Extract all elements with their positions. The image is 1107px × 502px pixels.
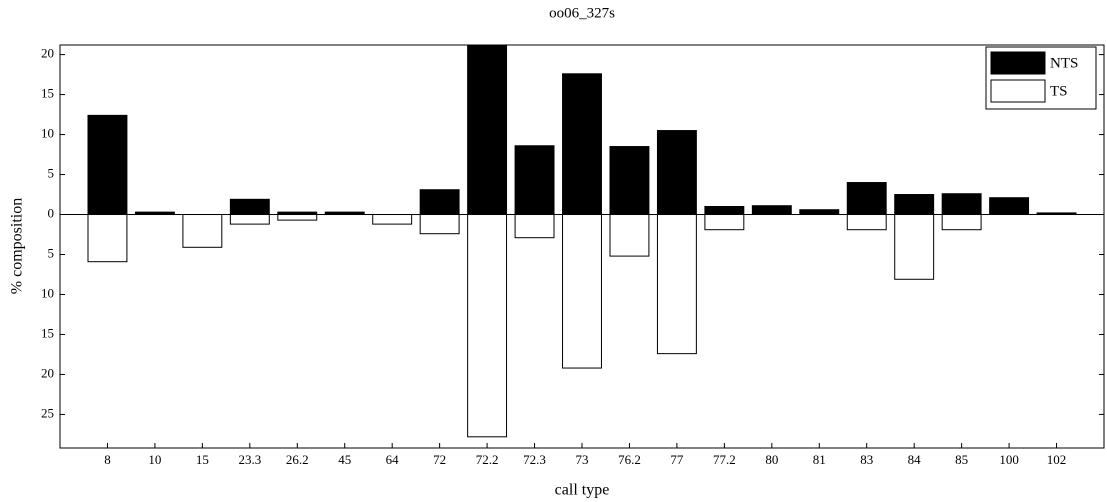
x-tick-label: 73 [576, 452, 589, 467]
bar [656, 214, 697, 355]
y-tick-label: 25 [41, 405, 54, 420]
y-tick-label: 10 [41, 285, 54, 300]
y-tick-label: 15 [41, 86, 54, 101]
bar [846, 182, 887, 216]
bar [372, 214, 413, 225]
y-tick-label: 15 [41, 325, 54, 340]
bar [514, 145, 555, 216]
y-tick-label: 0 [48, 206, 55, 221]
bar [277, 214, 318, 221]
y-axis-label: % composition [9, 198, 26, 294]
x-tick-label: 15 [196, 452, 209, 467]
x-tick-label: 23.3 [238, 452, 261, 467]
bar [229, 214, 270, 225]
legend-label: TS [1050, 83, 1068, 99]
y-tick-label: 10 [41, 126, 54, 141]
legend-swatch [990, 51, 1046, 75]
bar [704, 206, 745, 216]
bar [609, 214, 650, 257]
x-tick-label: 83 [860, 452, 873, 467]
x-axis-label: call type [555, 482, 610, 499]
x-tick-label: 64 [386, 452, 400, 467]
bar [467, 45, 508, 216]
y-tick-label: 20 [41, 365, 54, 380]
y-tick-label: 5 [48, 245, 55, 260]
bar [514, 214, 555, 239]
bar [894, 194, 935, 216]
y-tick-label: 5 [48, 166, 55, 181]
bar [704, 214, 745, 231]
bar [656, 130, 697, 216]
x-tick-label: 85 [955, 452, 968, 467]
x-tick-label: 72.3 [523, 452, 546, 467]
bar [467, 214, 508, 438]
x-tick-label: 77.2 [713, 452, 736, 467]
bar [846, 214, 887, 231]
bar [419, 189, 460, 216]
x-tick-label: 8 [104, 452, 111, 467]
chart-title: oo06_327s [549, 5, 615, 21]
bar [894, 214, 935, 280]
bar [609, 146, 650, 216]
x-tick-label: 72.2 [476, 452, 499, 467]
bar [562, 73, 602, 216]
bar [87, 214, 128, 263]
x-tick-label: 76.2 [618, 452, 641, 467]
legend-label: NTS [1050, 55, 1078, 71]
x-tick-label: 102 [1047, 452, 1067, 467]
x-tick-label: 72 [433, 452, 446, 467]
bar [562, 214, 602, 369]
x-tick-label: 77 [670, 452, 684, 467]
x-tick-label: 81 [813, 452, 826, 467]
y-tick-label: 20 [41, 46, 54, 61]
x-tick-label: 10 [148, 452, 161, 467]
bar [419, 214, 460, 235]
x-tick-label: 26.2 [286, 452, 309, 467]
x-tick-label: 80 [765, 452, 778, 467]
bar [941, 193, 982, 216]
bar [941, 214, 982, 231]
x-tick-label: 100 [999, 452, 1019, 467]
bar [989, 197, 1030, 216]
legend-swatch [990, 79, 1046, 103]
bar [751, 205, 792, 216]
bar [87, 114, 128, 216]
x-tick-label: 45 [338, 452, 351, 467]
x-tick-label: 84 [908, 452, 922, 467]
bar [229, 198, 270, 216]
bar [182, 214, 223, 248]
bar [799, 209, 840, 216]
